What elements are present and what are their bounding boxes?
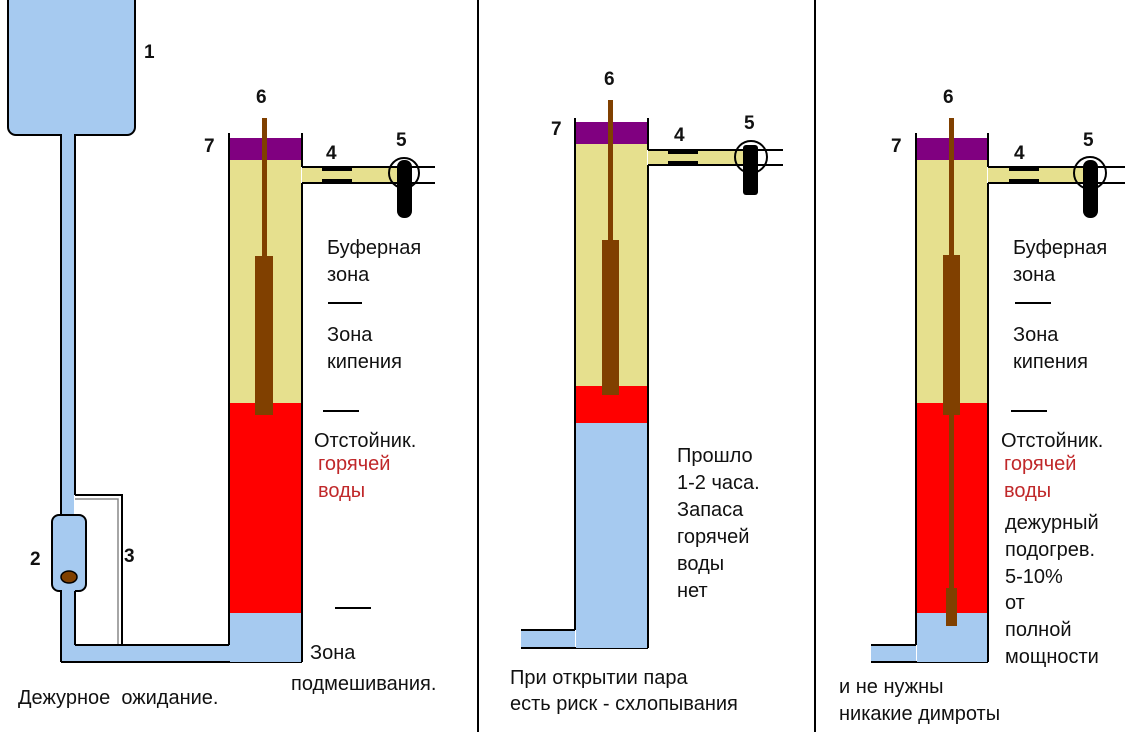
label-6: 6 — [256, 87, 267, 108]
note-line: Прошло — [677, 445, 753, 467]
label-7: 7 — [551, 119, 562, 140]
hot-water-label: воды — [318, 480, 365, 502]
panel-standby-heating: 6 7 4 5 Буферная зона Зона кипения Отсто… — [839, 87, 1125, 725]
label-5: 5 — [396, 130, 407, 151]
boiling-zone-label: Зона — [1013, 324, 1059, 346]
hot-water-label: горячей — [1004, 453, 1076, 475]
check-ball — [60, 570, 78, 584]
note-line: 1-2 часа. — [677, 472, 760, 494]
standby-note: подогрев. — [1005, 539, 1095, 561]
boiling-zone-label: Зона — [327, 324, 373, 346]
standby-note: 5-10% — [1005, 566, 1063, 588]
label-7: 7 — [204, 136, 215, 157]
label-1: 1 — [144, 42, 155, 63]
label-4: 4 — [326, 143, 337, 164]
label-3: 3 — [124, 546, 135, 567]
buffer-zone-label: Буферная — [327, 237, 421, 259]
buffer-zone-label: Буферная — [1013, 237, 1107, 259]
standby-note: от — [1005, 592, 1025, 614]
standby-note: мощности — [1005, 646, 1099, 668]
panel-caption: Дежурное ожидание. — [18, 687, 219, 709]
cold-water-zone — [576, 423, 647, 648]
label-4: 4 — [1014, 143, 1025, 164]
label-6: 6 — [943, 87, 954, 108]
mixing-zone-label: подмешивания. — [291, 673, 436, 695]
buffer-zone-label: зона — [327, 264, 370, 286]
standby-note: дежурный — [1005, 512, 1099, 534]
note-line: воды — [677, 553, 724, 575]
mixing-zone — [230, 613, 301, 662]
standby-note: полной — [1005, 619, 1072, 641]
label-2: 2 — [30, 549, 41, 570]
note-line: нет — [677, 580, 708, 602]
heater-6 — [608, 100, 613, 242]
panel-depleted: 6 7 4 5 Прошло 1-2 часа. Запаса горячей … — [510, 69, 783, 715]
panel-caption: есть риск - схлопывания — [510, 693, 738, 715]
hot-water-zone — [230, 403, 301, 613]
buffer-zone-label: зона — [1013, 264, 1056, 286]
hot-water-label: горячей — [318, 453, 390, 475]
panel-standby: 1 6 7 4 5 2 3 Буферная зона Зона кипения… — [7, 0, 436, 709]
hot-water-label: воды — [1004, 480, 1051, 502]
panel-caption: и не нужны — [839, 676, 944, 698]
label-4: 4 — [674, 125, 685, 146]
boiling-zone-label: кипения — [1013, 351, 1088, 373]
settler-label: Отстойник. — [314, 430, 416, 452]
panel-caption: При открытии пара — [510, 667, 688, 689]
label-5: 5 — [744, 113, 755, 134]
label-6: 6 — [604, 69, 615, 90]
note-line: горячей — [677, 526, 749, 548]
settler-label: Отстойник. — [1001, 430, 1103, 452]
label-5: 5 — [1083, 130, 1094, 151]
mixing-zone-label: Зона — [310, 642, 356, 664]
tank-1 — [7, 0, 136, 136]
note-line: Запаса — [677, 499, 744, 521]
bypass-3 — [75, 494, 123, 645]
panel-caption: никакие димроты — [839, 703, 1000, 725]
boiling-zone-label: кипения — [327, 351, 402, 373]
standby-heater — [946, 588, 957, 626]
label-7: 7 — [891, 136, 902, 157]
heater-6 — [262, 118, 267, 258]
